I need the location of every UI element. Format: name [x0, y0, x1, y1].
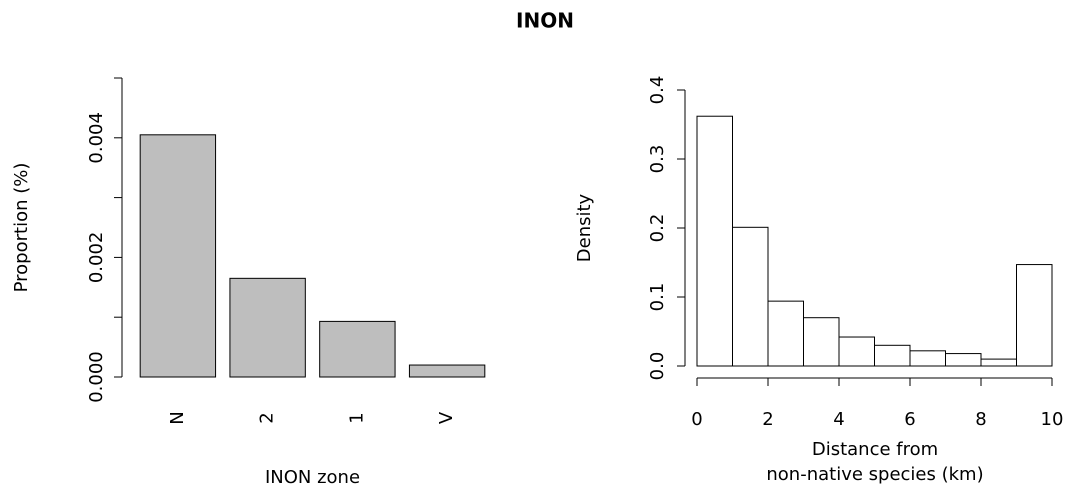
bar	[319, 320, 396, 378]
y-tick-label: 0.002	[86, 232, 107, 284]
y-axis-label: Proportion (%)	[11, 163, 32, 293]
x-tick-label: 0	[691, 409, 702, 430]
y-tick-label: 0.004	[86, 112, 107, 164]
histogram-bar	[732, 226, 769, 367]
histogram-bar	[874, 344, 911, 367]
y-tick-label: 0.0	[647, 352, 668, 381]
histogram-bar	[1016, 264, 1053, 367]
bar	[229, 277, 306, 378]
x-tick-label: V	[436, 411, 457, 424]
bar	[139, 134, 217, 378]
x-axis-label: non-native species (km)	[766, 464, 983, 485]
histogram-bar	[980, 358, 1017, 367]
bar	[408, 364, 486, 378]
y-tick-label: 0.3	[647, 145, 668, 174]
x-tick-label: 10	[1041, 409, 1064, 430]
y-tick-label: 0.2	[647, 214, 668, 243]
y-tick-label: 0.4	[647, 76, 668, 105]
y-axis-label: Density	[574, 193, 595, 262]
x-tick-label: 2	[257, 412, 278, 423]
x-tick-label: 6	[904, 409, 915, 430]
histogram-bar	[696, 115, 733, 367]
x-tick-label: 2	[762, 409, 773, 430]
histogram-bar	[838, 336, 875, 367]
y-tick-label: 0.1	[647, 283, 668, 312]
x-tick-label: 4	[833, 409, 844, 430]
figure-title: INON	[516, 9, 574, 33]
histogram-bar	[909, 350, 946, 367]
x-axis-label: Distance from	[812, 439, 938, 460]
x-tick-label: 1	[346, 412, 367, 423]
y-tick-label: 0.000	[86, 351, 107, 403]
x-tick-label: 8	[975, 409, 986, 430]
histogram-bar	[767, 300, 804, 367]
histogram-bar	[945, 353, 982, 367]
histogram-bar	[803, 317, 840, 367]
x-tick-label: N	[167, 411, 188, 424]
x-axis-label: INON zone	[265, 467, 360, 488]
